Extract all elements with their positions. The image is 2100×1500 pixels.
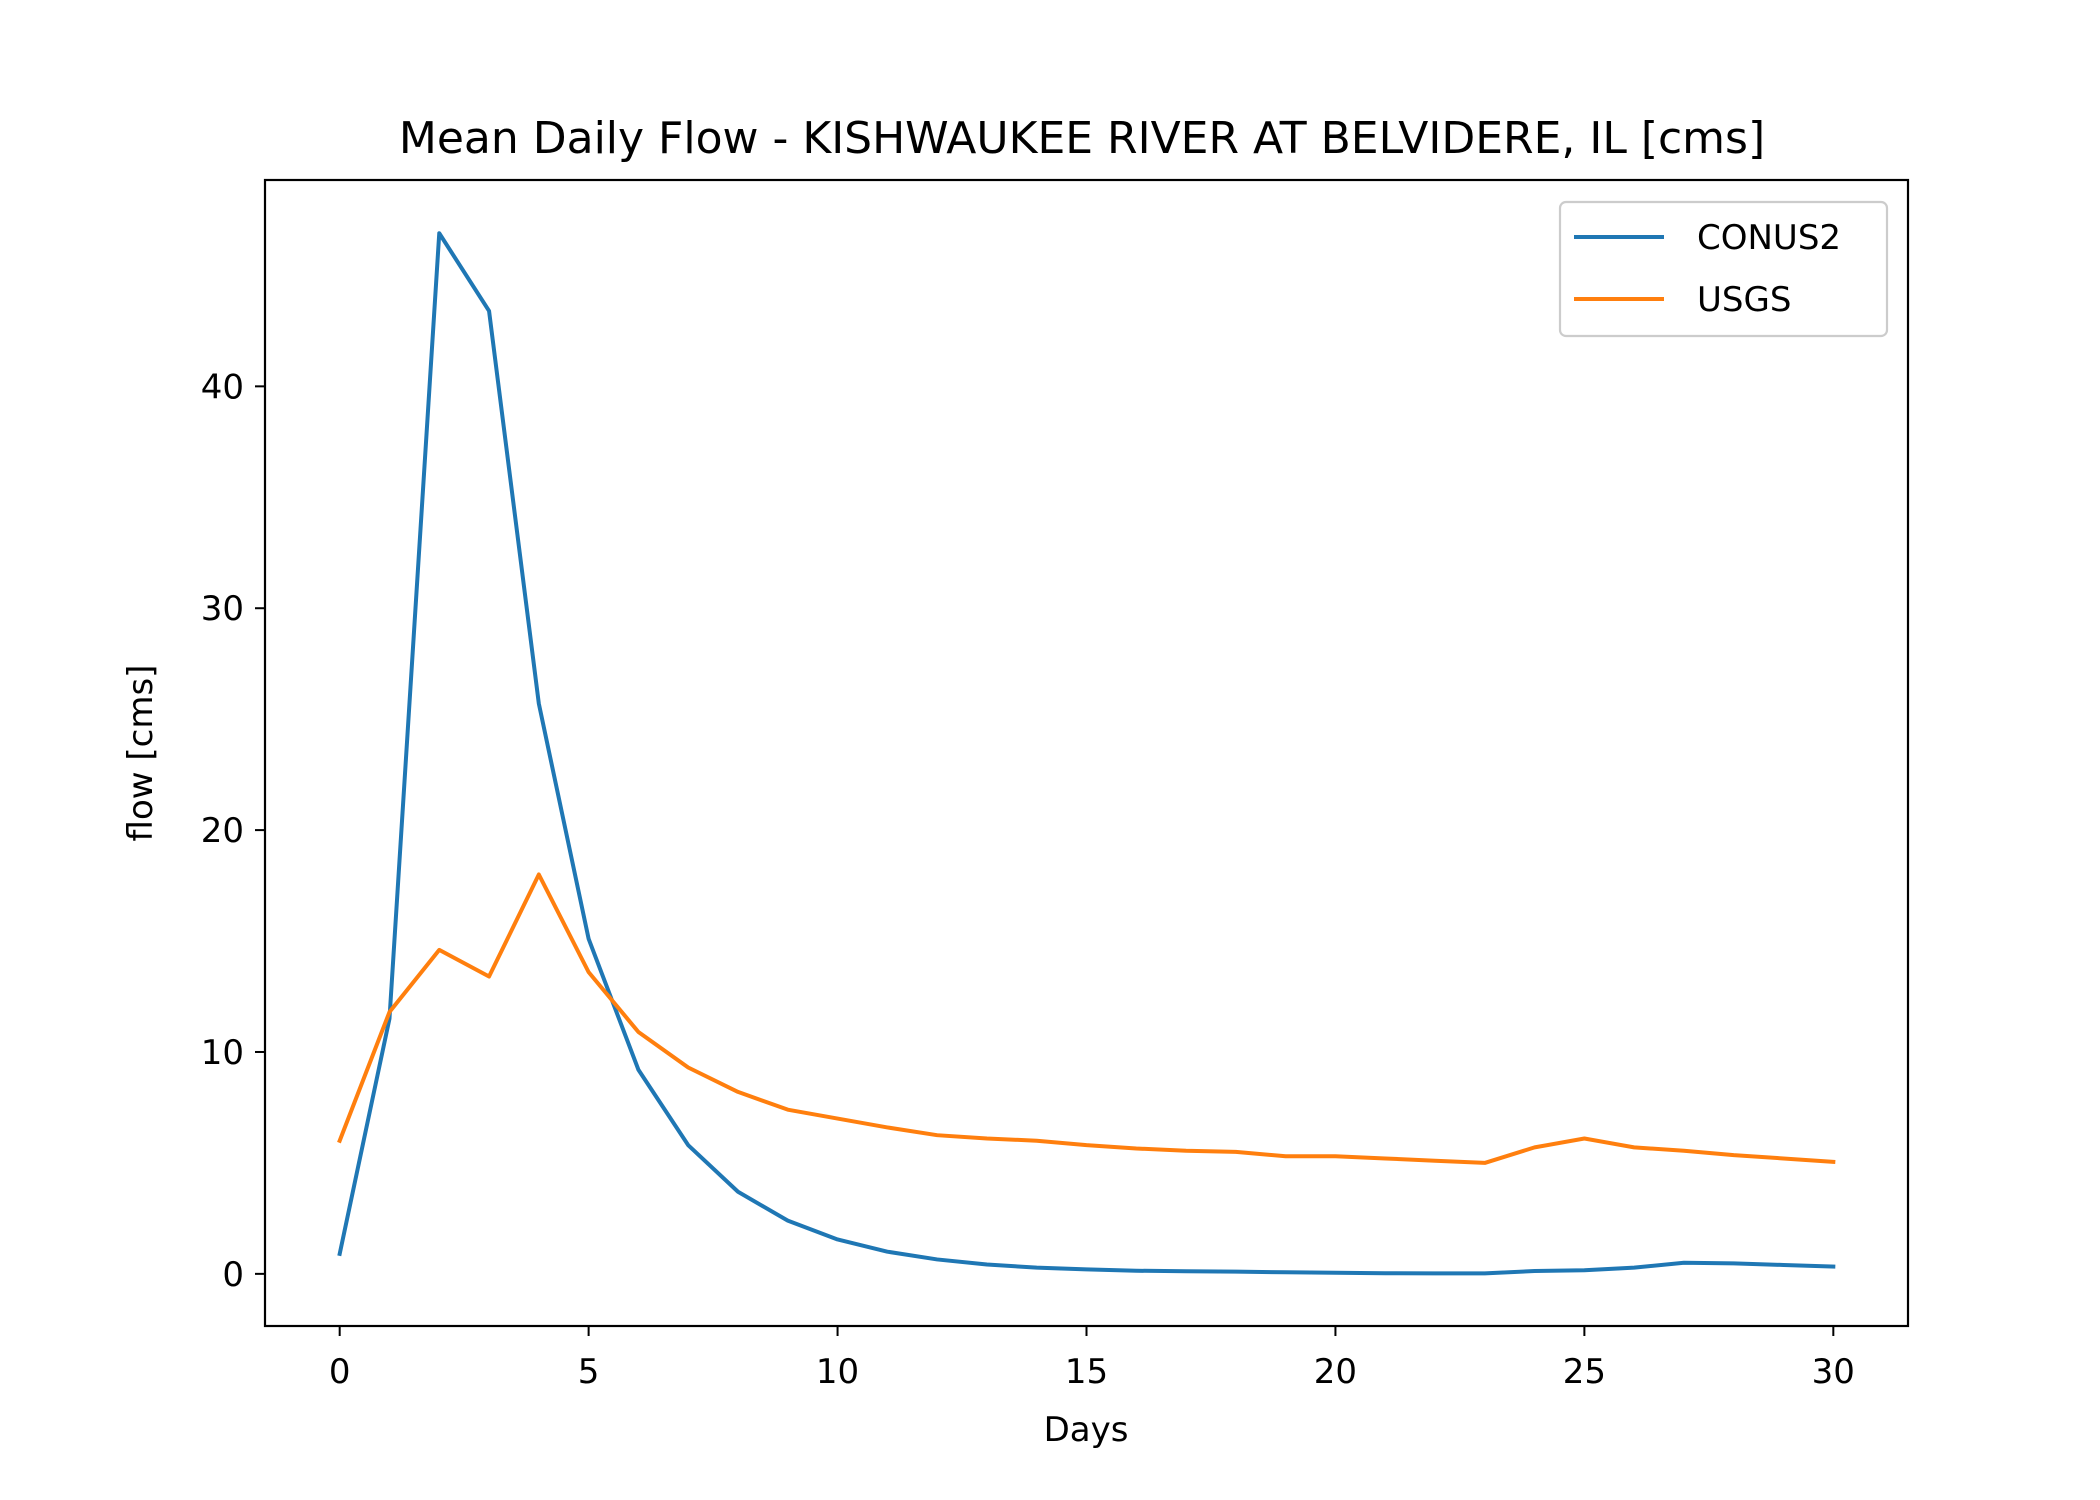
y-tick-label: 30 — [201, 589, 244, 629]
y-tick-label: 10 — [201, 1033, 244, 1073]
x-axis-label: Days — [1044, 1410, 1129, 1450]
series-lines — [337, 231, 1836, 1276]
legend-items: CONUS2 USGS — [1574, 218, 1841, 320]
series-line-usgs — [337, 872, 1836, 1165]
x-tick-label: 20 — [1314, 1352, 1357, 1392]
x-tick-label: 5 — [578, 1352, 600, 1392]
x-tick-label: 10 — [816, 1352, 859, 1392]
x-tick-label: 15 — [1065, 1352, 1108, 1392]
plot-background — [265, 180, 1908, 1326]
chart-title: Mean Daily Flow - KISHWAUKEE RIVER AT BE… — [399, 113, 1765, 164]
x-axis: 0 5 10 15 20 25 30 — [329, 1326, 1855, 1392]
y-tick-label: 40 — [201, 367, 244, 407]
legend-label: USGS — [1697, 280, 1791, 320]
series-line-conus2 — [337, 231, 1836, 1276]
x-tick-label: 30 — [1812, 1352, 1855, 1392]
x-tick-label: 25 — [1563, 1352, 1606, 1392]
legend: CONUS2 USGS — [1558, 200, 1889, 338]
y-axis: 0 10 20 30 40 — [201, 367, 265, 1295]
plot-frame — [263, 178, 1910, 1328]
plot-area: 0 5 10 15 20 25 30 0 10 20 30 40 — [201, 178, 1910, 1392]
x-tick-label: 0 — [329, 1352, 351, 1392]
y-tick-label: 0 — [222, 1255, 244, 1295]
y-tick-label: 20 — [201, 811, 244, 851]
y-axis-label: flow [cms] — [121, 665, 161, 842]
legend-label: CONUS2 — [1697, 218, 1841, 258]
